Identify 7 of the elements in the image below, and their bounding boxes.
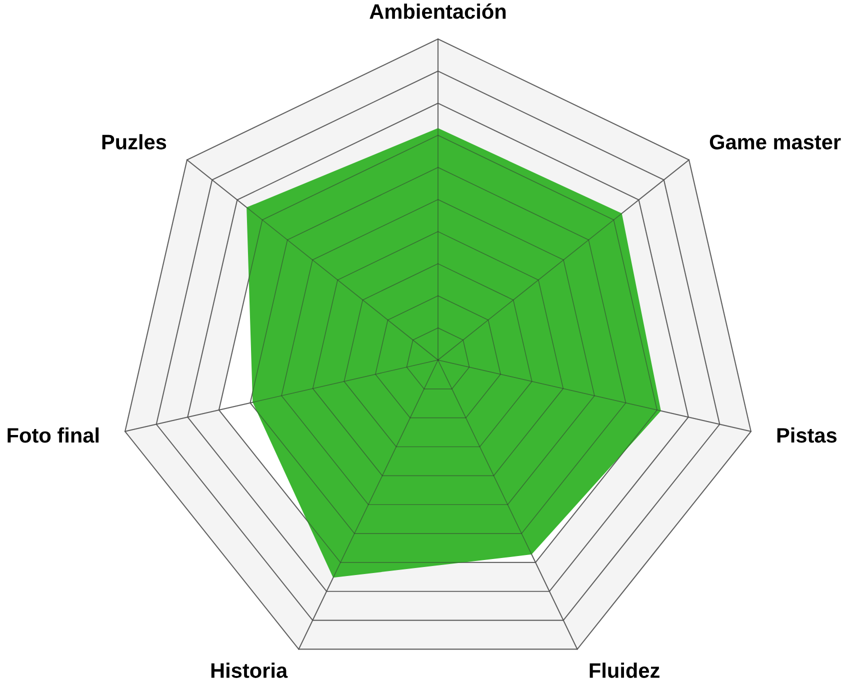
spoke-label: Puzles: [102, 134, 166, 150]
spoke-label: Fluidez: [590, 662, 660, 678]
spoke-label: Historia: [211, 662, 288, 678]
spoke-label: Game master: [710, 134, 841, 150]
spoke-label: Foto final: [8, 427, 99, 443]
spoke-label: Pistas: [777, 427, 837, 443]
spoke-label: Ambientación: [370, 3, 506, 19]
